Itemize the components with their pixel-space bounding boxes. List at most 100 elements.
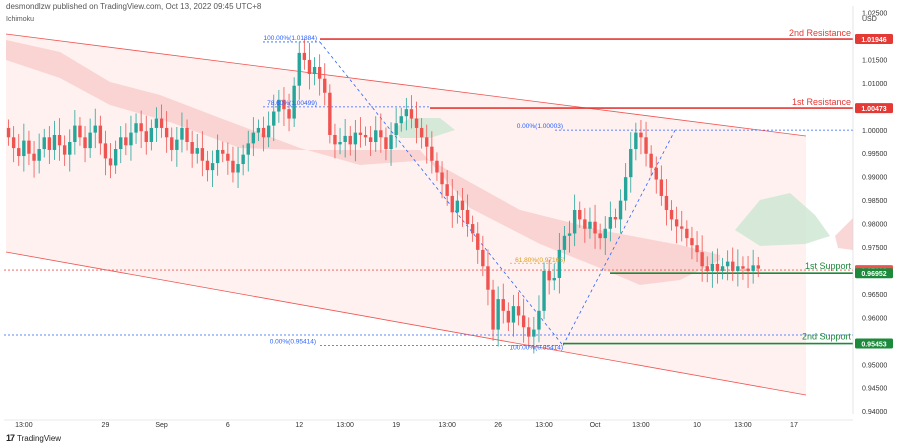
candle-body — [567, 233, 572, 236]
candle-body — [32, 153, 36, 161]
candle-body — [649, 153, 653, 168]
candle-body — [358, 132, 363, 135]
x-tick-label: 10 — [693, 422, 701, 429]
candle-body — [455, 200, 460, 213]
candle-body — [195, 148, 199, 154]
candle-body — [629, 149, 633, 178]
candle-body — [409, 109, 414, 119]
resistance-2-label: 2nd Resistance — [789, 28, 851, 38]
candle-body — [328, 92, 332, 135]
candle-body — [139, 123, 143, 132]
y-tick-label: 0.98000 — [862, 222, 887, 229]
resistance-2-tag-label: 1.01946 — [861, 37, 886, 44]
candle-body — [445, 184, 449, 196]
tradingview-logo-icon: 17 — [6, 433, 15, 443]
candle-body — [501, 299, 505, 311]
ichimoku-cloud-bearish — [6, 40, 720, 285]
candle-body — [557, 249, 562, 278]
candle-body — [124, 137, 128, 146]
indicator-label[interactable]: Ichimoku — [6, 16, 35, 23]
x-tick-label: 26 — [494, 422, 502, 429]
candle-body — [588, 221, 592, 229]
candle-body — [210, 163, 215, 171]
x-tick-label: 17 — [790, 422, 798, 429]
candle-body — [27, 140, 31, 154]
ichimoku-cloud-bullish — [395, 118, 455, 138]
candle-body — [108, 158, 113, 166]
candle-body — [261, 127, 266, 138]
candle-body — [552, 278, 556, 281]
candle-body — [256, 127, 261, 133]
candle-body — [368, 137, 373, 142]
candle-body — [363, 134, 368, 138]
y-tick-label: 1.01000 — [862, 81, 887, 88]
candle-body — [164, 127, 169, 138]
candle-body — [297, 52, 301, 86]
candle-body — [226, 153, 230, 161]
candle-body — [236, 164, 240, 173]
candle-body — [674, 219, 679, 227]
candle-body — [37, 149, 41, 161]
candle-body — [52, 134, 57, 150]
candle-body — [430, 146, 434, 161]
candle-body — [527, 327, 531, 337]
y-tick-label: 0.98500 — [862, 198, 887, 205]
candle-body — [700, 252, 704, 267]
candle-body — [741, 266, 745, 269]
tradingview-brand[interactable]: 17 TradingView — [6, 433, 61, 443]
y-tick-label: 1.00000 — [862, 128, 887, 135]
candle-body — [68, 142, 72, 155]
candle-body — [389, 134, 393, 150]
candle-body — [404, 109, 409, 117]
candle-body — [720, 266, 725, 271]
candle-body — [450, 195, 454, 213]
resistance-1-tag-label: 1.00473 — [861, 106, 886, 113]
support-1-label: 1st Support — [805, 261, 852, 271]
candle-body — [185, 127, 189, 142]
candle-body — [241, 154, 245, 165]
candle-body — [180, 127, 184, 140]
candle-body — [613, 217, 618, 220]
candle-body — [200, 148, 205, 161]
candle-body — [690, 238, 694, 246]
candle-body — [287, 109, 291, 119]
candle-body — [277, 99, 281, 112]
candle-body — [425, 137, 429, 147]
fib-label-618: 61.80%(0.97165) — [515, 257, 565, 264]
y-tick-label: 0.95000 — [862, 362, 887, 369]
candle-body — [312, 66, 317, 74]
candle-body — [83, 137, 87, 149]
candle-body — [22, 140, 26, 157]
candle-body — [756, 265, 760, 269]
candle-body — [42, 137, 46, 150]
candle-body — [343, 135, 347, 142]
resistance-1-tag — [855, 103, 893, 114]
candle-body — [73, 125, 77, 142]
candle-body — [470, 224, 475, 234]
candle-body — [88, 132, 92, 149]
candle-body — [572, 210, 577, 234]
candle-body — [215, 149, 220, 164]
candle-body — [521, 315, 526, 328]
candle-body — [725, 261, 730, 267]
candle-body — [608, 217, 613, 229]
candle-body — [705, 266, 709, 271]
candle-body — [532, 329, 536, 337]
candle-body — [338, 142, 342, 145]
candle-body — [98, 125, 103, 144]
candle-body — [618, 200, 623, 220]
x-tick-label: Sep — [155, 422, 168, 429]
candle-body — [603, 228, 607, 239]
y-tick-label: 0.96500 — [862, 292, 887, 299]
candle-body — [379, 130, 383, 138]
candle-body — [562, 235, 567, 250]
publish-header: desmondlzw published on TradingView.com,… — [6, 2, 262, 11]
candle-body — [736, 266, 740, 271]
candle-body — [491, 289, 495, 330]
candle-body — [659, 179, 664, 196]
candle-body — [353, 132, 358, 145]
candle-body — [465, 210, 470, 225]
candle-body — [103, 143, 108, 159]
candle-body — [190, 142, 194, 154]
